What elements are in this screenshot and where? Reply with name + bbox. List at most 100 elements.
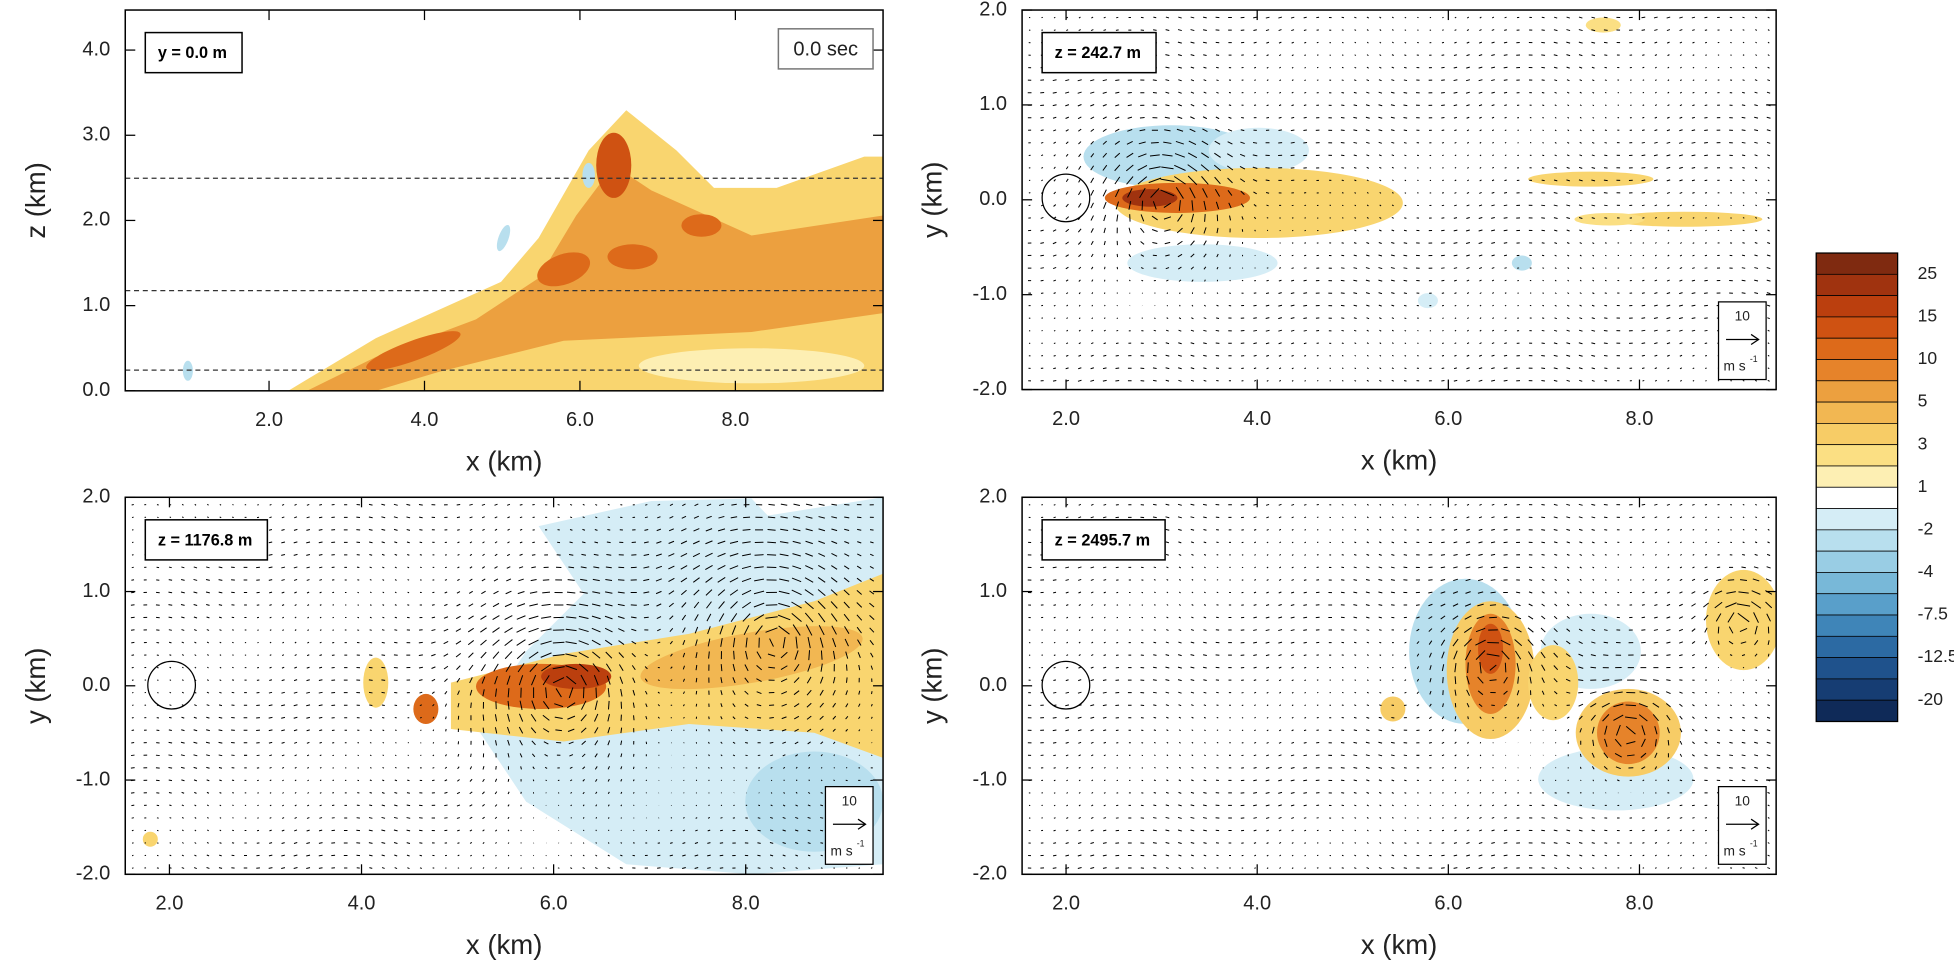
x-axis-label: x (km) <box>1361 444 1438 475</box>
y-tick-label: 0.0 <box>82 674 110 696</box>
colorbar-band <box>1815 635 1899 658</box>
contour-fill <box>366 331 461 371</box>
vector-key-head <box>1750 818 1760 830</box>
annotation-box <box>144 31 243 74</box>
x-tick-label: 4.0 <box>1243 408 1271 430</box>
y-tick-label: -1.0 <box>973 768 1008 790</box>
contour-fill <box>1528 171 1654 187</box>
wind-vectors <box>1027 16 1771 382</box>
contour-fill <box>1478 623 1504 674</box>
plot-area <box>125 10 884 391</box>
y-tick-label: 3.0 <box>82 124 110 146</box>
colorbar-label: 3 <box>1918 433 1928 453</box>
contour-fill <box>1585 17 1621 33</box>
y-tick-label: 2.0 <box>979 0 1007 20</box>
vector-key-value: 10 <box>1735 793 1751 808</box>
contour-fill <box>182 360 193 381</box>
contour-fill <box>596 132 632 198</box>
colorbar-band <box>1815 614 1899 637</box>
x-tick-label: 2.0 <box>1052 408 1080 430</box>
vector-key-exponent: -1 <box>857 839 865 849</box>
annotation: z = 242.7 m <box>1055 44 1141 62</box>
contour-fill <box>681 214 722 237</box>
annotation: z = 1176.8 m <box>158 531 253 549</box>
y-tick-label: 2.0 <box>979 486 1007 508</box>
colorbar-band <box>1815 380 1899 403</box>
colorbar-label: -12.5 <box>1918 646 1954 666</box>
time-label: 0.0 sec <box>793 38 858 60</box>
x-tick-label: 4.0 <box>348 893 376 915</box>
x-tick-label: 6.0 <box>540 893 568 915</box>
y-tick-label: 1.0 <box>82 294 110 316</box>
colorbar-band <box>1815 572 1899 595</box>
colorbar-band <box>1815 423 1899 446</box>
x-tick-label: 6.0 <box>1434 408 1462 430</box>
y-tick-label: 4.0 <box>82 38 110 60</box>
contour-fill <box>413 693 439 724</box>
y-tick-label: 1.0 <box>979 580 1007 602</box>
x-tick-label: 2.0 <box>255 409 283 431</box>
annotation-box <box>144 519 269 561</box>
vector-key-value: 10 <box>842 793 858 808</box>
colorbar-band <box>1815 273 1899 296</box>
y-tick-label: 0.0 <box>979 674 1007 696</box>
x-tick-label: 4.0 <box>1243 893 1271 915</box>
x-tick-label: 4.0 <box>411 409 439 431</box>
vector-key-head <box>1750 333 1760 345</box>
site-circle <box>1041 173 1091 223</box>
vector-key-box <box>824 785 874 865</box>
contour-fill <box>363 657 389 708</box>
colorbar-band <box>1815 316 1899 339</box>
y-axis-label: y (km) <box>917 162 948 238</box>
contour-fill <box>638 348 865 384</box>
contour-fill <box>1208 127 1309 173</box>
contour-fill <box>537 252 591 287</box>
colorbar-label: 5 <box>1918 391 1928 411</box>
y-tick-label: -2.0 <box>973 863 1008 885</box>
annotation: y = 0.0 m <box>158 44 227 62</box>
colorbar-band <box>1815 508 1899 531</box>
site-circle <box>147 660 197 710</box>
colorbar-band <box>1815 529 1899 552</box>
y-axis-label: z (km) <box>20 162 51 239</box>
colorbar-frame <box>1815 252 1899 723</box>
contour-fill <box>541 663 612 689</box>
colorbar-band <box>1815 295 1899 318</box>
y-tick-label: -1.0 <box>76 768 111 790</box>
y-tick-label: 1.0 <box>82 580 110 602</box>
x-axis-label: x (km) <box>466 929 543 960</box>
colorbar-label: 1 <box>1918 476 1928 496</box>
contour-fill <box>1127 244 1278 282</box>
colorbar-band <box>1815 550 1899 573</box>
contour-fill <box>582 162 595 188</box>
contour-fill <box>1706 569 1777 671</box>
wind-vectors <box>1027 503 1773 870</box>
contour-fill <box>1380 696 1406 722</box>
x-tick-label: 6.0 <box>566 409 594 431</box>
y-tick-label: -2.0 <box>76 863 111 885</box>
x-tick-label: 8.0 <box>1626 893 1654 915</box>
colorbar-label: 25 <box>1918 263 1937 283</box>
y-tick-label: 1.0 <box>979 93 1007 115</box>
x-tick-label: 6.0 <box>1434 893 1462 915</box>
y-tick-label: 2.0 <box>82 486 110 508</box>
colorbar-label: -7.5 <box>1918 604 1948 624</box>
colorbar-band <box>1815 593 1899 616</box>
colorbar-band <box>1815 401 1899 424</box>
x-axis-label: x (km) <box>1361 929 1438 960</box>
contour-fill <box>607 244 658 270</box>
vector-key-exponent: -1 <box>1750 354 1758 364</box>
plot-area <box>1022 497 1777 875</box>
colorbar-band <box>1815 359 1899 382</box>
vector-key-units: m s <box>830 843 852 858</box>
site-circle <box>1041 660 1091 710</box>
y-tick-label: -1.0 <box>973 283 1008 305</box>
colorbar-band <box>1815 444 1899 467</box>
x-axis-label: x (km) <box>466 446 543 477</box>
contour-fill <box>1511 255 1532 271</box>
plot-area <box>125 497 884 875</box>
contour-fill <box>1574 212 1645 226</box>
x-tick-label: 8.0 <box>721 409 749 431</box>
colorbar-label: -20 <box>1918 689 1944 709</box>
